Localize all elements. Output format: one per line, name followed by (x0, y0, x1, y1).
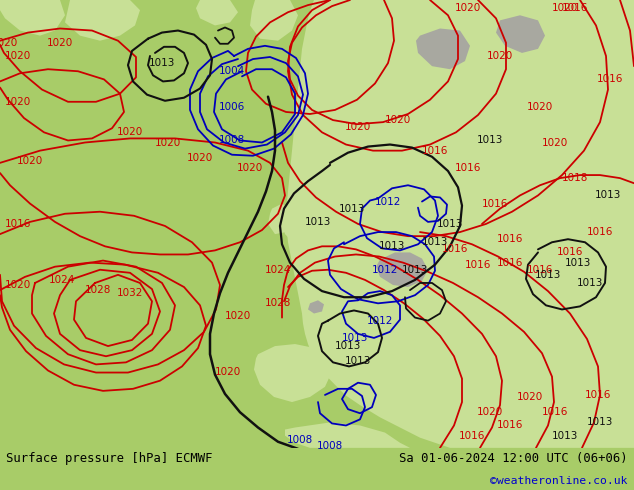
Text: 1020: 1020 (385, 115, 411, 125)
Text: 1008: 1008 (317, 441, 343, 451)
Text: 1020: 1020 (345, 122, 371, 132)
Text: 1013: 1013 (422, 237, 448, 247)
Text: 1020: 1020 (527, 102, 553, 112)
Polygon shape (286, 0, 634, 448)
Text: 1020: 1020 (5, 280, 31, 290)
Text: 1016: 1016 (5, 219, 31, 229)
Text: 1020: 1020 (117, 127, 143, 137)
Text: 1016: 1016 (497, 234, 523, 244)
Text: 1013: 1013 (595, 191, 621, 200)
Polygon shape (376, 252, 428, 287)
Text: 1016: 1016 (422, 146, 448, 156)
Polygon shape (0, 0, 65, 36)
Text: 1020: 1020 (477, 407, 503, 417)
Text: 1016: 1016 (455, 163, 481, 173)
Text: 1016: 1016 (442, 245, 468, 254)
Text: Sa 01-06-2024 12:00 UTC (06+06): Sa 01-06-2024 12:00 UTC (06+06) (399, 452, 628, 465)
Text: 1016: 1016 (497, 420, 523, 431)
Text: 1013: 1013 (587, 417, 613, 427)
Polygon shape (268, 203, 292, 234)
Text: 1013: 1013 (305, 217, 331, 227)
Polygon shape (496, 15, 545, 53)
Text: 1020: 1020 (47, 38, 73, 48)
Text: 1020: 1020 (155, 138, 181, 147)
Polygon shape (254, 344, 332, 402)
Text: 1013: 1013 (345, 356, 371, 367)
Polygon shape (282, 194, 340, 248)
Text: 1020: 1020 (517, 392, 543, 402)
Text: 1024: 1024 (49, 275, 75, 285)
Text: Surface pressure [hPa] ECMWF: Surface pressure [hPa] ECMWF (6, 452, 212, 465)
Text: 1020: 1020 (225, 311, 251, 320)
Text: 1020: 1020 (0, 38, 18, 48)
Text: 1020: 1020 (542, 138, 568, 147)
Text: 1016: 1016 (585, 390, 611, 400)
Text: 1013: 1013 (339, 204, 365, 214)
Text: 1013: 1013 (577, 278, 603, 288)
Text: 1032: 1032 (117, 288, 143, 298)
Text: 1013: 1013 (535, 270, 561, 280)
Text: 1024: 1024 (265, 265, 291, 275)
Text: 1013: 1013 (378, 241, 405, 251)
Text: 1016: 1016 (597, 74, 623, 84)
Text: 1016: 1016 (557, 247, 583, 257)
Text: 1020: 1020 (552, 3, 578, 13)
Text: 1020: 1020 (487, 51, 513, 61)
Text: 1013: 1013 (437, 219, 463, 229)
Text: 1020: 1020 (17, 156, 43, 166)
Text: 1020: 1020 (215, 367, 241, 376)
Polygon shape (285, 422, 410, 448)
Text: 1016: 1016 (482, 198, 508, 209)
Text: 1016: 1016 (497, 258, 523, 268)
Text: ©weatheronline.co.uk: ©weatheronline.co.uk (491, 476, 628, 486)
Polygon shape (65, 0, 140, 41)
Text: 1008: 1008 (287, 435, 313, 445)
Text: 1020: 1020 (187, 153, 213, 163)
Text: 1013: 1013 (342, 333, 368, 343)
Text: 1013: 1013 (149, 58, 175, 68)
Text: 1016: 1016 (542, 407, 568, 417)
Text: 1016: 1016 (562, 3, 588, 13)
Text: 1020: 1020 (237, 163, 263, 173)
Text: 1004: 1004 (219, 66, 245, 76)
Text: 1013: 1013 (552, 431, 578, 441)
Text: 1013: 1013 (477, 135, 503, 146)
Text: 1012: 1012 (375, 196, 401, 207)
Text: 1013: 1013 (335, 341, 361, 351)
Text: 1018: 1018 (562, 173, 588, 183)
Polygon shape (196, 0, 238, 25)
Text: 1012: 1012 (367, 316, 393, 326)
Text: 1012: 1012 (372, 265, 398, 275)
Text: 1020: 1020 (455, 3, 481, 13)
Polygon shape (250, 0, 298, 41)
Text: 1016: 1016 (465, 260, 491, 270)
Polygon shape (308, 300, 324, 314)
Text: 1016: 1016 (459, 431, 485, 441)
Text: 1020: 1020 (5, 97, 31, 107)
Text: 1013: 1013 (565, 258, 591, 268)
Text: 1020: 1020 (5, 51, 31, 61)
Text: 1016: 1016 (527, 265, 553, 275)
Text: 1016: 1016 (587, 227, 613, 237)
Text: 1006: 1006 (219, 102, 245, 112)
Text: 1028: 1028 (85, 285, 111, 295)
Text: 1008: 1008 (219, 135, 245, 146)
Text: 1013: 1013 (402, 265, 428, 275)
Polygon shape (416, 28, 470, 69)
Text: 1028: 1028 (265, 298, 291, 308)
